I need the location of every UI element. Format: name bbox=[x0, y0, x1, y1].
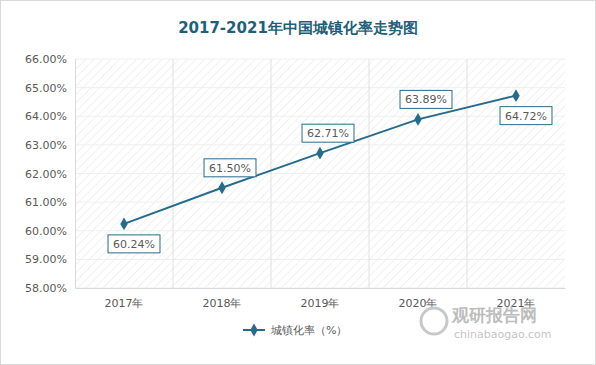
legend-label: 城镇化率（%） bbox=[270, 324, 347, 337]
y-tick-label: 64.00% bbox=[25, 110, 67, 123]
grid-line bbox=[75, 116, 565, 117]
marker bbox=[120, 217, 127, 230]
x-tick: 2019年 bbox=[301, 288, 340, 310]
data-label-box bbox=[302, 124, 354, 142]
grid-line bbox=[75, 173, 565, 174]
x-tick-label: 2017年 bbox=[105, 297, 144, 310]
x-tick-label: 2018年 bbox=[203, 297, 242, 310]
category-separator bbox=[271, 59, 272, 288]
y-tick: 58.00% bbox=[25, 282, 75, 295]
marker bbox=[316, 147, 323, 160]
y-tick-label: 60.00% bbox=[25, 225, 67, 238]
data-label: 63.89% bbox=[400, 90, 452, 108]
data-label-text: 62.71% bbox=[307, 127, 349, 140]
title: 2017-2021年中国城镇化率走势图 bbox=[178, 19, 418, 37]
y-axis: 58.00% 59.00% 60.00% 61.00% 62.00% 63.00% 64.0… bbox=[25, 53, 75, 295]
grid-line bbox=[75, 144, 565, 145]
y-tick: 63.00% bbox=[25, 139, 75, 152]
x-tick: 2017年 bbox=[105, 288, 144, 310]
grid bbox=[75, 59, 565, 288]
y-tick: 61.00% bbox=[25, 196, 75, 209]
data-label: 64.72% bbox=[500, 107, 552, 125]
data-label-box bbox=[500, 107, 552, 125]
y-tick: 65.00% bbox=[25, 82, 75, 95]
grid-line bbox=[75, 59, 565, 60]
x-tick: 2018年 bbox=[203, 288, 242, 310]
marker bbox=[218, 181, 225, 194]
y-tick-label: 63.00% bbox=[25, 139, 67, 152]
grid-line bbox=[75, 259, 565, 260]
marker bbox=[512, 89, 519, 102]
data-label-box bbox=[108, 235, 160, 253]
y-tick: 62.00% bbox=[25, 168, 75, 181]
chart: 2017-2021年中国城镇化率走势图 58.00% 59.00% 60.00% 61.… bbox=[0, 0, 596, 365]
category-separator bbox=[173, 59, 174, 288]
data-label-box bbox=[204, 159, 256, 177]
watermark-url: chinabaogao.com bbox=[454, 328, 552, 341]
data-label-text: 64.72% bbox=[505, 110, 547, 123]
y-tick: 64.00% bbox=[25, 110, 75, 123]
plot-background bbox=[75, 59, 565, 288]
watermark: 观研报告网 chinabaogao.com bbox=[421, 305, 552, 341]
y-tick-label: 61.00% bbox=[25, 196, 67, 209]
marks bbox=[120, 89, 519, 230]
data-labels: 60.24% 61.50% 62.71% 63.89% 64.72% bbox=[108, 90, 552, 252]
legend-marker bbox=[250, 324, 257, 337]
y-tick-label: 62.00% bbox=[25, 168, 67, 181]
y-tick: 59.00% bbox=[25, 253, 75, 266]
marker bbox=[414, 113, 421, 126]
y-axis-line bbox=[75, 60, 76, 289]
line bbox=[124, 96, 516, 224]
data-label: 60.24% bbox=[108, 235, 160, 253]
grid-line bbox=[75, 288, 565, 289]
grid-line bbox=[75, 87, 565, 88]
grid-line bbox=[75, 202, 565, 203]
category-separator bbox=[467, 59, 468, 288]
data-label-text: 61.50% bbox=[209, 162, 251, 175]
y-tick: 60.00% bbox=[25, 225, 75, 238]
y-tick: 66.00% bbox=[25, 53, 75, 66]
x-tick: 2020年 bbox=[399, 288, 438, 310]
legend: 城镇化率（%） bbox=[243, 324, 347, 337]
watermark-logo bbox=[421, 308, 447, 334]
watermark-text: 观研报告网 bbox=[451, 305, 537, 325]
data-label: 62.71% bbox=[302, 124, 354, 142]
data-label-text: 63.89% bbox=[405, 93, 447, 106]
x-axis-line bbox=[76, 288, 566, 289]
x-tick-label: 2019年 bbox=[301, 297, 340, 310]
y-tick-label: 65.00% bbox=[25, 82, 67, 95]
data-label-text: 60.24% bbox=[113, 238, 155, 251]
data-label-box bbox=[400, 90, 452, 108]
y-tick-label: 66.00% bbox=[25, 53, 67, 66]
category-separator bbox=[369, 59, 370, 288]
y-tick-label: 59.00% bbox=[25, 253, 67, 266]
y-tick-label: 58.00% bbox=[25, 282, 67, 295]
frame bbox=[1, 1, 596, 365]
data-label: 61.50% bbox=[204, 159, 256, 177]
grid-line bbox=[75, 230, 565, 231]
